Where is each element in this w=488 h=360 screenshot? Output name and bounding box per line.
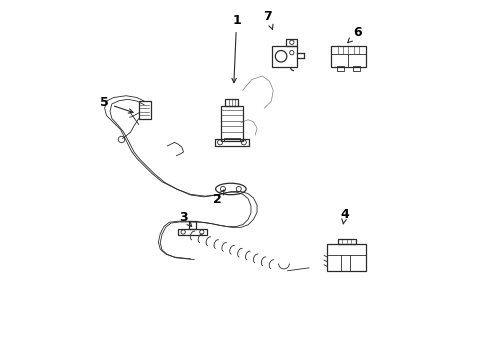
Bar — [139, 102, 151, 119]
Bar — [225, 99, 238, 107]
Bar — [352, 66, 359, 71]
Text: 1: 1 — [231, 14, 241, 83]
Bar — [331, 46, 365, 67]
Bar — [188, 221, 196, 229]
Bar — [214, 139, 249, 146]
Bar — [326, 244, 366, 271]
Text: 3: 3 — [179, 211, 191, 226]
Text: 4: 4 — [340, 208, 348, 224]
Bar — [272, 45, 296, 67]
Bar — [178, 229, 206, 235]
Text: 6: 6 — [347, 27, 361, 43]
Bar — [221, 107, 242, 140]
Text: 2: 2 — [213, 190, 224, 206]
Bar — [336, 66, 344, 71]
Bar — [337, 239, 355, 244]
Text: 5: 5 — [100, 96, 133, 113]
Text: 7: 7 — [263, 10, 272, 29]
Bar — [224, 138, 239, 140]
Bar — [286, 39, 297, 45]
